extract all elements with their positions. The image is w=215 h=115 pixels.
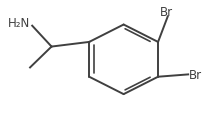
Text: Br: Br (160, 6, 173, 19)
Text: Br: Br (189, 68, 202, 81)
Text: H₂N: H₂N (8, 17, 30, 29)
